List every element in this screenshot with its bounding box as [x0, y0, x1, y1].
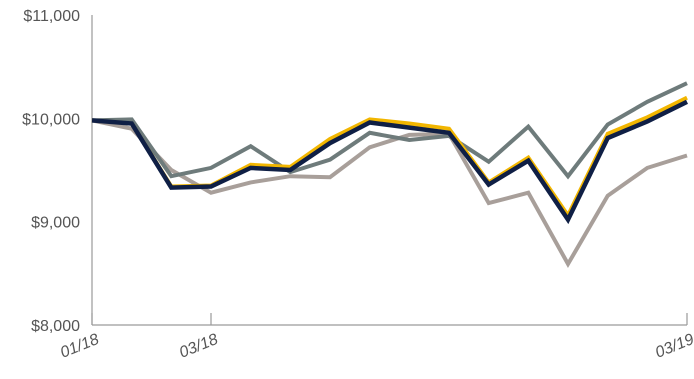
- y-tick-label: $8,000: [31, 318, 80, 335]
- x-tick-label: 03/18: [177, 331, 221, 362]
- y-tick-label: $10,000: [22, 111, 80, 128]
- y-tick-label: $9,000: [31, 215, 80, 232]
- series-line-2: [91, 81, 688, 180]
- y-tick-label: $11,000: [23, 8, 80, 25]
- x-tick-label: 03/19: [653, 331, 694, 362]
- series-line-4: [91, 99, 688, 225]
- series-line-1: [91, 118, 688, 269]
- x-tick-labels: 01/18 03/18 03/19: [58, 313, 694, 362]
- x-tick-label: 01/18: [58, 331, 102, 362]
- chart-axes: [91, 15, 687, 326]
- y-tick-labels: $8,000 $9,000 $10,000 $11,000: [22, 8, 80, 335]
- series-lines: [91, 81, 688, 269]
